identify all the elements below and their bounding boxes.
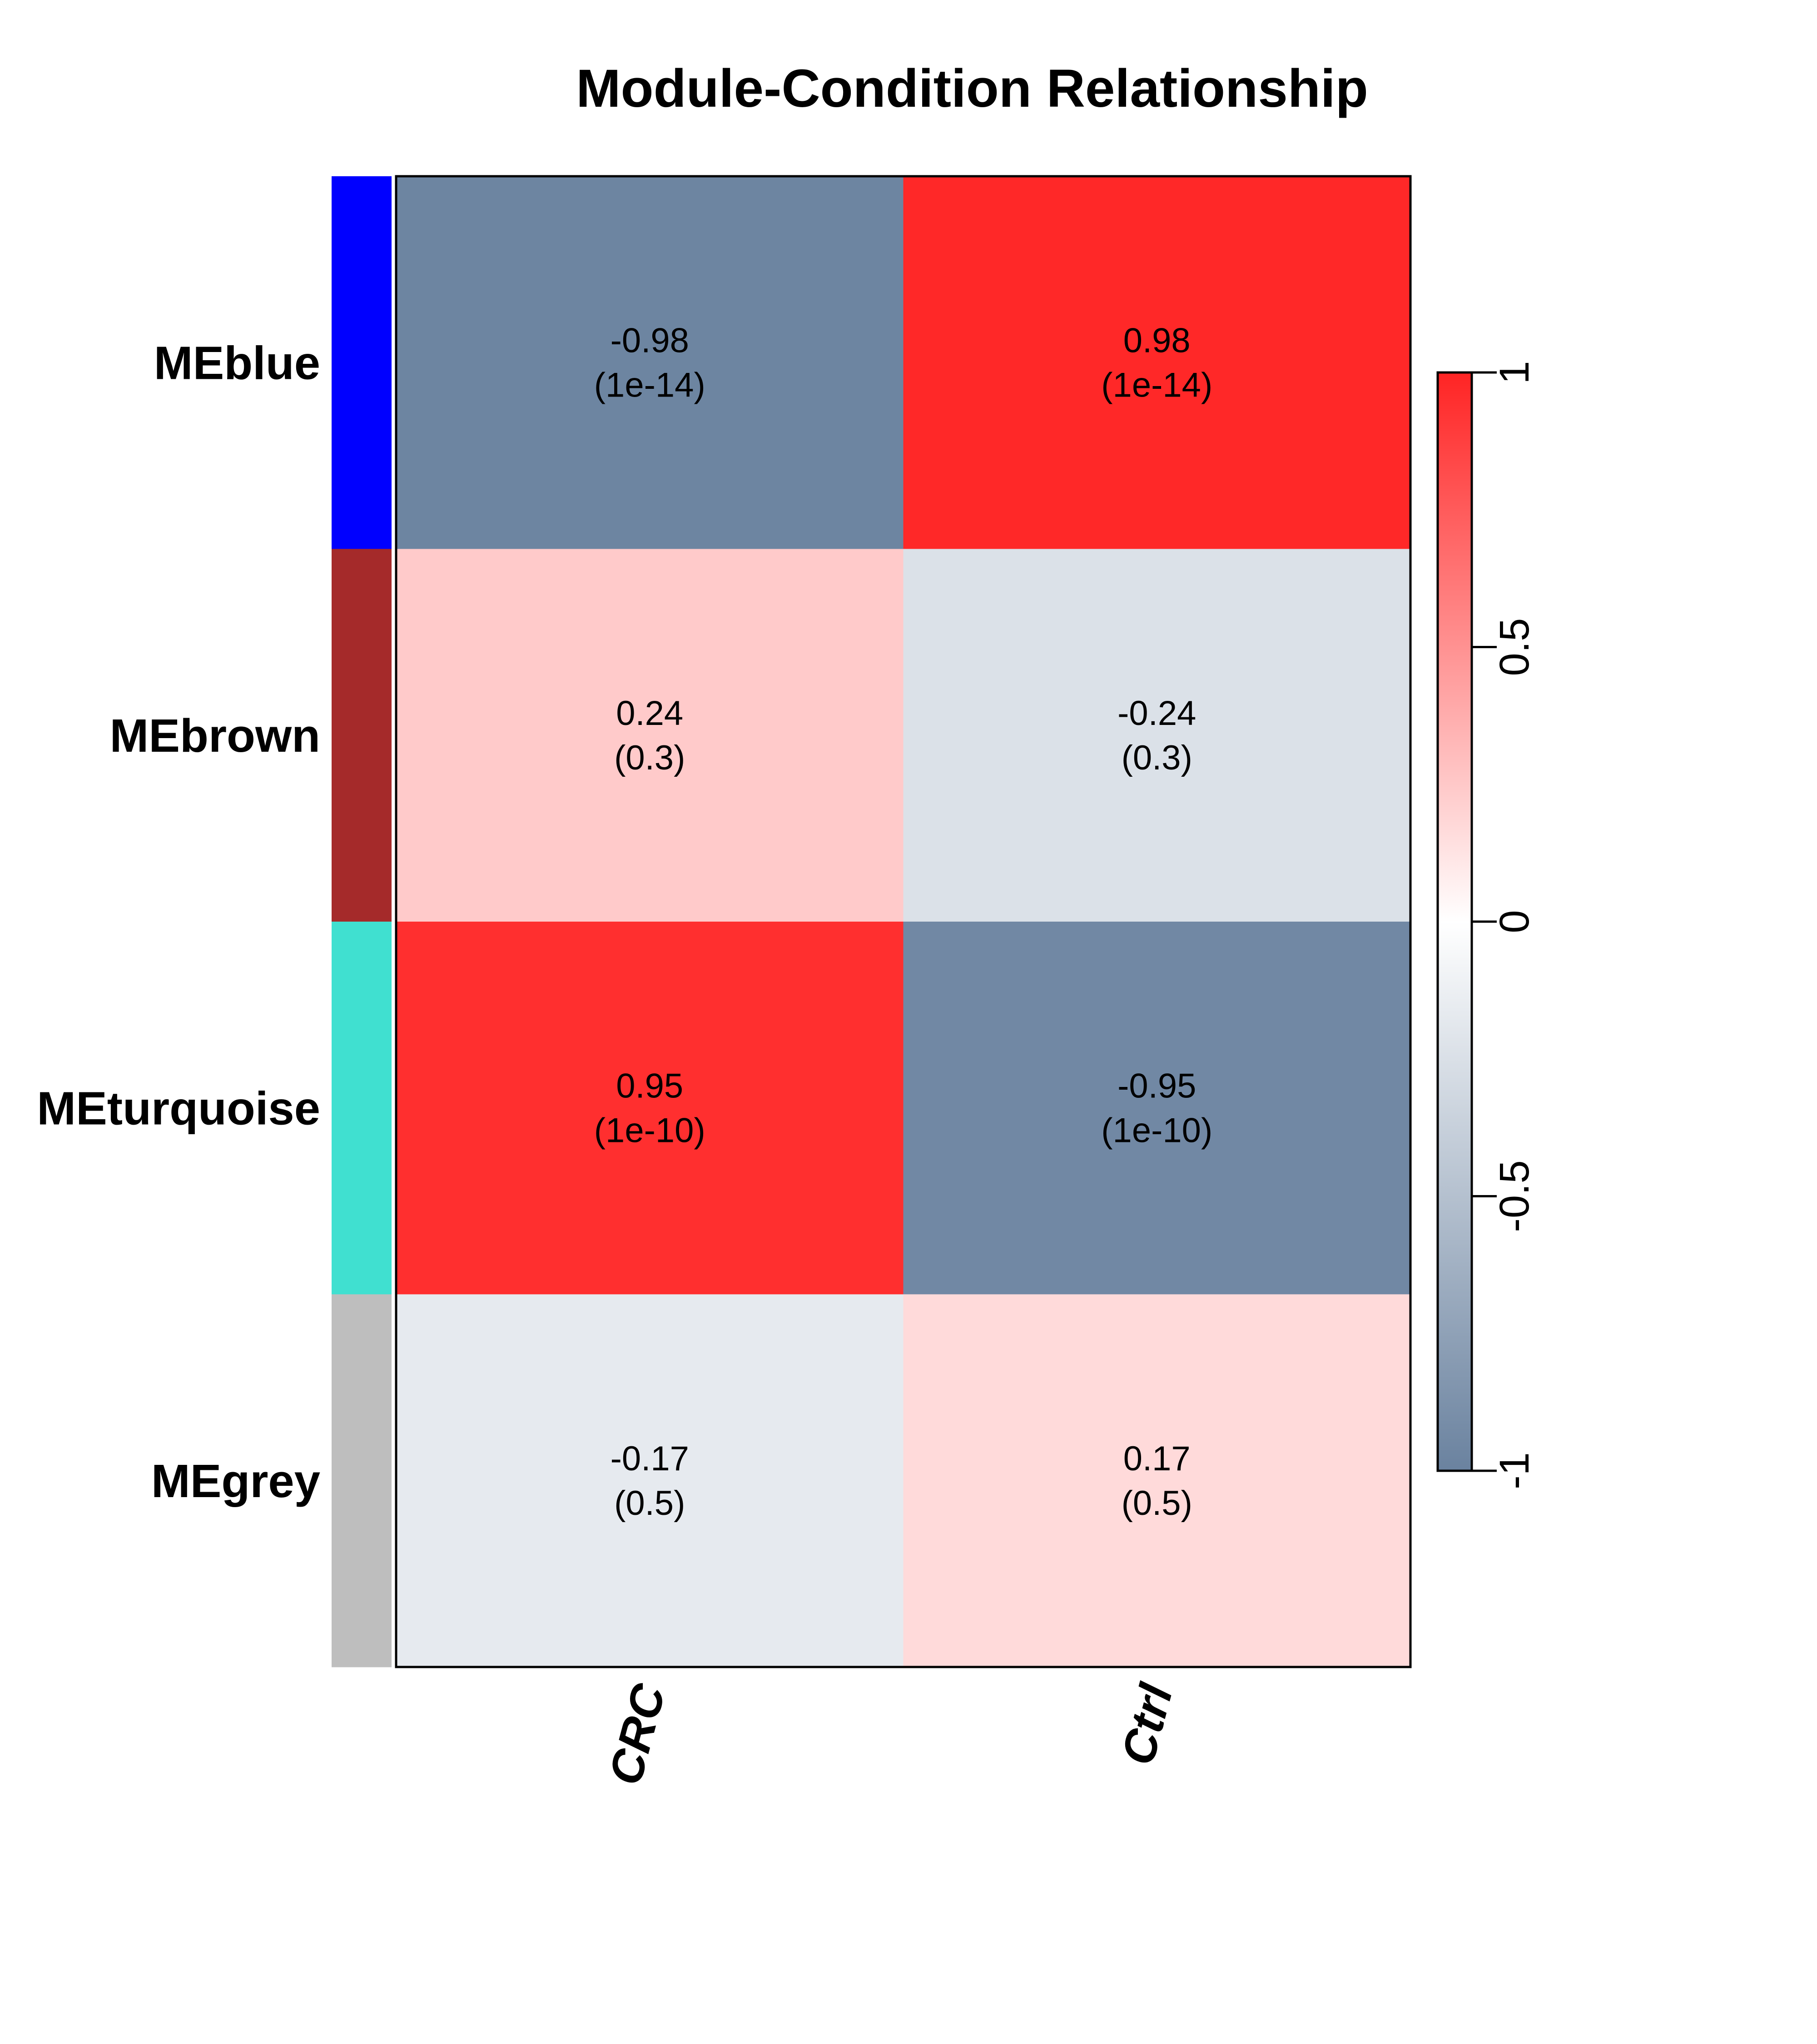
heatmap-cell: [903, 549, 1411, 922]
heatmap-cells: -0.98 (1e-14) 0.98 (1e-14) 0.24 (0.3) -0.24 (0.…: [396, 176, 1411, 1667]
cell-pvalue-label: (0.5): [1122, 1484, 1192, 1523]
cell-value-label: 0.98: [1123, 321, 1191, 360]
legend-tick-label: -1: [1491, 1452, 1538, 1489]
heatmap-cell: [396, 1294, 904, 1667]
row-label: MEgrey: [151, 1455, 320, 1507]
cell-value-label: 0.17: [1123, 1439, 1191, 1478]
row-label: MEblue: [154, 337, 320, 389]
column-labels: CRC Ctrl: [599, 1678, 1183, 1791]
chart-title: Module-Condition Relationship: [576, 59, 1368, 119]
heatmap-cell: [903, 922, 1411, 1295]
module-color-bar: [332, 549, 392, 922]
row-labels: MEblue MEbrown MEturquoise MEgrey: [37, 337, 320, 1507]
heatmap-cell: [903, 176, 1411, 549]
row-label: MEbrown: [110, 709, 320, 762]
module-color-bars: [332, 176, 392, 1667]
heatmap-frame: [395, 175, 1412, 1668]
cell-value-label: -0.98: [611, 321, 689, 360]
column-label: CRC: [599, 1678, 675, 1790]
color-legend: -1 -0.5 0 0.5 1: [1436, 361, 1538, 1489]
heatmap-cell: [396, 922, 904, 1295]
legend-gradient-bar: [1436, 371, 1473, 1472]
cell-pvalue-label: (1e-10): [594, 1111, 705, 1150]
cell-value-label: 0.95: [616, 1067, 683, 1105]
cell-pvalue-label: (1e-14): [1101, 366, 1212, 404]
cell-pvalue-label: (0.3): [1122, 739, 1192, 777]
legend-tick-label: 0.5: [1491, 618, 1538, 676]
heatmap-cell: [396, 176, 904, 549]
cell-pvalue-label: (0.5): [614, 1484, 685, 1523]
cell-pvalue-label: (1e-10): [1101, 1111, 1212, 1150]
column-label: Ctrl: [1111, 1678, 1183, 1770]
legend-ticks: -1 -0.5 0 0.5 1: [1472, 361, 1538, 1489]
module-color-bar: [332, 922, 392, 1295]
legend-tick-label: -0.5: [1491, 1160, 1538, 1232]
cell-value-label: -0.95: [1117, 1067, 1196, 1105]
legend-tick-label: 1: [1491, 361, 1538, 384]
cell-value-label: -0.24: [1117, 694, 1196, 733]
cell-pvalue-label: (1e-14): [594, 366, 705, 404]
module-color-bar: [332, 1294, 392, 1667]
row-label: MEturquoise: [37, 1082, 320, 1134]
module-color-bar: [332, 176, 392, 549]
heatmap-cell: [396, 549, 904, 922]
heatmap-cell: [903, 1294, 1411, 1667]
cell-value-label: -0.17: [611, 1439, 689, 1478]
cell-value-label: 0.24: [616, 694, 683, 733]
legend-tick-label: 0: [1491, 910, 1538, 933]
cell-pvalue-label: (0.3): [614, 739, 685, 777]
